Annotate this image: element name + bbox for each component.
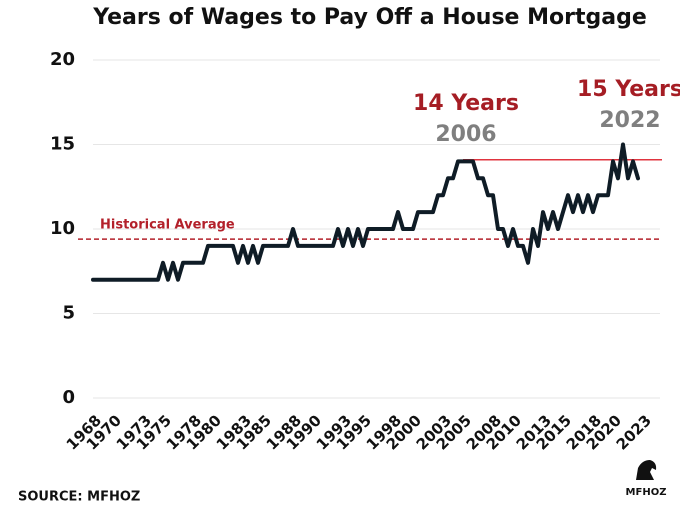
annotation: 2022 [599,108,660,133]
annotation: 14 Years [413,91,519,116]
reference-label: Historical Average [100,218,235,233]
y-tick-label: 0 [62,387,75,408]
y-tick-label: 20 [50,49,75,70]
y-tick-label: 15 [50,134,75,155]
logo-icon [636,460,657,480]
annotation: 2006 [435,122,496,147]
y-tick-label: 5 [62,303,75,324]
chart-title: Years of Wages to Pay Off a House Mortga… [92,5,647,30]
source: SOURCE: MFHOZ [18,490,140,505]
logo-text: MFHOZ [626,487,667,498]
annotation: 15 Years [577,77,680,102]
y-tick-label: 10 [50,218,75,239]
logo: MFHOZ [626,460,667,498]
data-line [91,142,640,282]
